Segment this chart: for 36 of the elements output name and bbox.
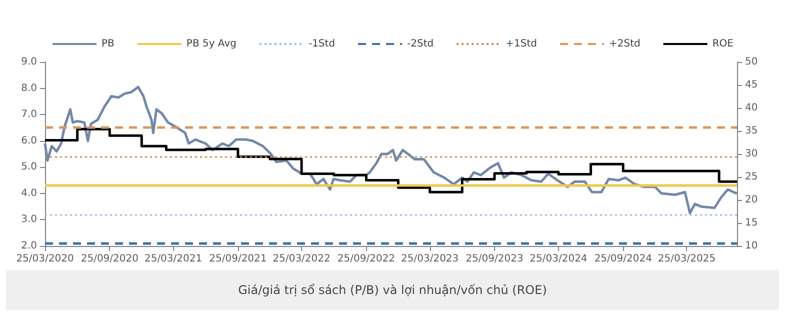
legend-label: +2Std	[608, 38, 640, 50]
x-tick-label: 25/09/2022	[337, 254, 396, 264]
legend-label: -1Std	[308, 38, 336, 50]
x-tick-label: 25/03/2025	[658, 254, 716, 264]
y2-tick-label: 15	[745, 218, 758, 228]
legend-label: PB 5y Avg	[186, 38, 236, 50]
x-tick-label: 25/03/2021	[144, 254, 202, 264]
y2-tick-label: 45	[745, 80, 758, 90]
y2-tick-label: 25	[745, 172, 758, 182]
y2-tick-label: 30	[745, 148, 758, 160]
y-tick-label: 3.0	[21, 214, 37, 226]
legend-label: PB	[102, 38, 115, 50]
y-tick-label: 7.0	[21, 109, 37, 120]
y2-tick-label: 20	[745, 194, 758, 206]
y-tick-label: 8.0	[21, 82, 37, 94]
y-tick-label: 5.0	[21, 162, 37, 173]
y2-tick-label: 10	[745, 240, 758, 252]
legend-label: -2Std	[407, 38, 434, 50]
x-tick-label: 25/03/2024	[530, 254, 588, 264]
x-tick-label: 25/09/2021	[209, 254, 267, 264]
y2-tick-label: 35	[745, 126, 758, 136]
x-tick-label: 25/03/2020	[16, 254, 74, 264]
y-tick-label: 6.0	[21, 135, 37, 146]
legend-label: ROE	[712, 38, 734, 50]
x-tick-label: 25/03/2023	[401, 254, 459, 264]
y-tick-label: 9.0	[21, 56, 37, 68]
y2-tick-label: 50	[745, 56, 758, 68]
x-tick-label: 25/03/2022	[272, 254, 330, 264]
x-tick-label: 25/09/2020	[80, 254, 138, 264]
legend-label: +1Std	[506, 38, 537, 50]
text: Giá/giá trị sổ sách (P/B) và lợi nhuận/vốn chủ (ROE)	[6, 270, 779, 310]
y2-tick-label: 40	[745, 102, 758, 114]
x-tick-label: 25/09/2024	[594, 254, 652, 264]
y-tick-label: 4.0	[21, 188, 37, 199]
y-tick-label: 2.0	[21, 240, 37, 252]
x-tick-label: 25/09/2023	[466, 254, 524, 264]
